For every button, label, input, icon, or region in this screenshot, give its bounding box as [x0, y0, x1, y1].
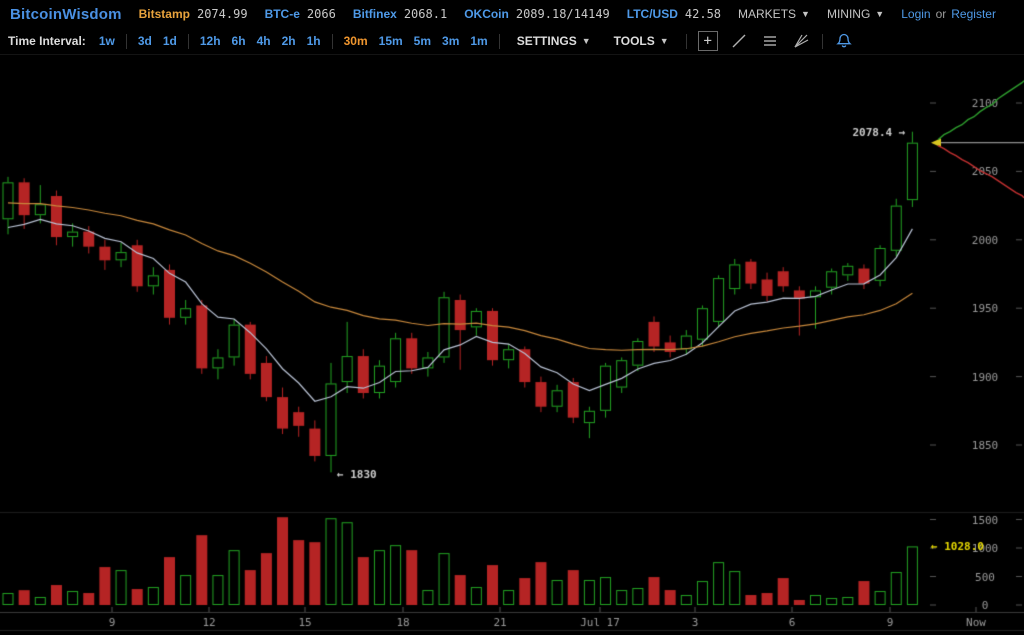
ticker-bitfinex-price: 2068.1: [403, 7, 448, 21]
alert-bell-icon[interactable]: [834, 31, 854, 51]
trendline-tool-icon[interactable]: [729, 31, 749, 51]
interval-button-1h[interactable]: 1h: [306, 34, 321, 48]
settings-menu[interactable]: SETTINGS ▼: [517, 34, 591, 48]
chevron-down-icon: ▼: [801, 9, 810, 19]
chart-toolbar: Time Interval: 1w 3d 1d 12h 6h 4h 2h 1h 30m 15m 5m…: [0, 28, 1024, 55]
ticker-ltcusd-name: LTC/USD: [626, 7, 678, 21]
interval-group-divider: [187, 33, 189, 49]
ticker-bitfinex[interactable]: Bitfinex 2068.1: [353, 7, 447, 21]
interval-button-30m[interactable]: 30m: [343, 34, 368, 48]
candlestick-chart-canvas[interactable]: [0, 55, 1024, 635]
interval-button-3d[interactable]: 3d: [137, 34, 152, 48]
mining-menu[interactable]: MINING ▼: [827, 7, 884, 21]
interval-groups: 1w 3d 1d 12h 6h 4h 2h 1h 30m 15m 5m 3m 1m: [98, 33, 488, 49]
site-logo[interactable]: BitcoinWisdom: [10, 5, 122, 23]
plus-glyph: +: [703, 33, 712, 49]
interval-button-15m[interactable]: 15m: [378, 34, 403, 48]
tools-menu-label: TOOLS: [613, 34, 655, 48]
fan-lines-tool-icon[interactable]: [791, 31, 811, 51]
crosshair-tool-icon[interactable]: +: [697, 31, 718, 51]
ticker-bitstamp[interactable]: Bitstamp 2074.99: [139, 7, 248, 21]
horizontal-lines-tool-icon[interactable]: [760, 31, 780, 51]
tools-menu[interactable]: TOOLS ▼: [614, 34, 669, 48]
interval-button-4h[interactable]: 4h: [256, 34, 271, 48]
ticker-btce[interactable]: BTC-e 2066: [265, 7, 336, 21]
mining-menu-label: MINING: [826, 7, 871, 21]
ticker-okcoin-price: 2089.18/14149: [515, 7, 610, 21]
toolbar-divider: [498, 33, 500, 49]
interval-group-divider: [331, 33, 333, 49]
markets-menu-label: MARKETS: [738, 7, 797, 21]
interval-button-1w[interactable]: 1w: [98, 34, 115, 48]
chevron-down-icon: ▼: [875, 9, 885, 19]
toolbar-divider: [821, 33, 823, 49]
register-link[interactable]: Register: [951, 7, 996, 21]
markets-menu[interactable]: MARKETS ▼: [738, 7, 810, 21]
auth-links: Login or Register: [901, 7, 996, 21]
login-link[interactable]: Login: [901, 7, 931, 21]
time-interval-label: Time Interval:: [8, 34, 86, 48]
interval-button-5m[interactable]: 5m: [413, 34, 432, 48]
interval-button-2h[interactable]: 2h: [281, 34, 296, 48]
auth-or-text: or: [935, 7, 947, 21]
ticker-bitstamp-price: 2074.99: [196, 7, 248, 21]
interval-group-divider: [125, 33, 127, 49]
ticker-ltcusd-price: 42.58: [684, 7, 722, 21]
chevron-down-icon: ▼: [659, 36, 669, 46]
ticker-btce-name: BTC-e: [264, 7, 300, 21]
ticker-bitfinex-name: Bitfinex: [352, 7, 397, 21]
header-bar: BitcoinWisdom Bitstamp 2074.99 BTC-e 206…: [0, 0, 1024, 28]
settings-menu-label: SETTINGS: [516, 34, 577, 48]
interval-button-6h[interactable]: 6h: [231, 34, 246, 48]
ticker-okcoin[interactable]: OKCoin 2089.18/14149: [464, 7, 610, 21]
chevron-down-icon: ▼: [581, 36, 591, 46]
interval-button-3m[interactable]: 3m: [442, 34, 460, 48]
ticker-okcoin-name: OKCoin: [464, 7, 509, 21]
toolbar-divider: [685, 33, 687, 49]
ticker-ltcusd[interactable]: LTC/USD 42.58: [627, 7, 721, 21]
interval-button-12h[interactable]: 12h: [199, 34, 221, 48]
interval-button-1m[interactable]: 1m: [470, 34, 488, 48]
ticker-btce-price: 2066: [306, 7, 336, 21]
interval-button-1d[interactable]: 1d: [162, 34, 177, 48]
ticker-bitstamp-name: Bitstamp: [138, 7, 190, 21]
